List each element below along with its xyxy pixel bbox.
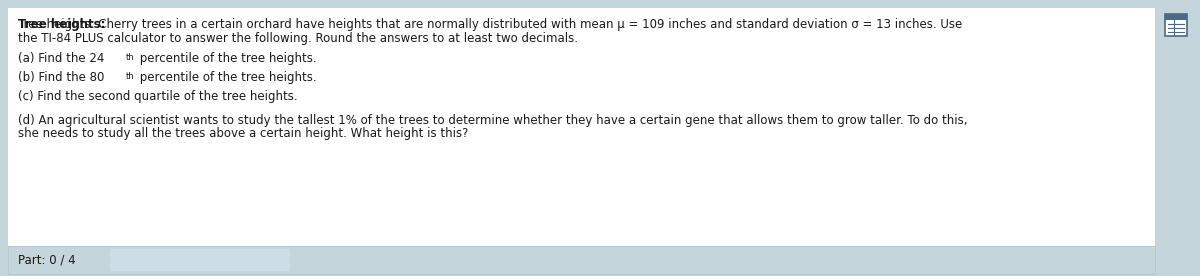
FancyBboxPatch shape	[8, 8, 1154, 246]
Text: Part: 0 / 4: Part: 0 / 4	[18, 253, 76, 267]
Text: percentile of the tree heights.: percentile of the tree heights.	[136, 71, 317, 84]
Text: Tree heights:: Tree heights:	[18, 18, 106, 31]
FancyBboxPatch shape	[1165, 14, 1187, 36]
Text: Tree heights: Cherry trees in a certain orchard have heights that are normally d: Tree heights: Cherry trees in a certain …	[18, 18, 962, 31]
Text: percentile of the tree heights.: percentile of the tree heights.	[136, 52, 317, 65]
Text: th: th	[126, 53, 134, 62]
Text: (c) Find the second quartile of the tree heights.: (c) Find the second quartile of the tree…	[18, 90, 298, 103]
FancyBboxPatch shape	[1165, 14, 1187, 20]
FancyBboxPatch shape	[110, 249, 290, 271]
Text: the TI-84 PLUS calculator to answer the following. Round the answers to at least: the TI-84 PLUS calculator to answer the …	[18, 32, 578, 45]
Text: th: th	[126, 72, 134, 81]
FancyBboxPatch shape	[8, 246, 1154, 274]
Text: (a) Find the 24: (a) Find the 24	[18, 52, 104, 65]
Text: (b) Find the 80: (b) Find the 80	[18, 71, 104, 84]
Text: she needs to study all the trees above a certain height. What height is this?: she needs to study all the trees above a…	[18, 127, 468, 140]
FancyBboxPatch shape	[1154, 0, 1200, 276]
Text: (d) An agricultural scientist wants to study the tallest 1% of the trees to dete: (d) An agricultural scientist wants to s…	[18, 114, 967, 127]
